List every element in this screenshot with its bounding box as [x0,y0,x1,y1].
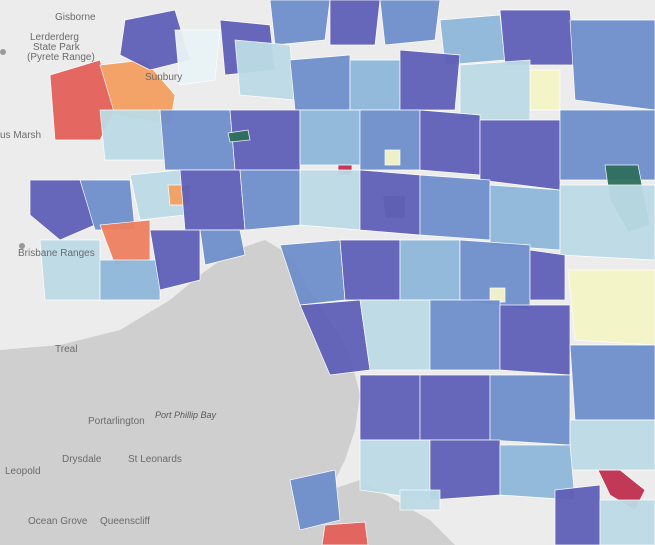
region-tile[interactable] [399,239,461,301]
region-tile[interactable] [289,469,341,531]
region-tile[interactable] [559,109,655,181]
label-port-phillip-bay: Port Phillip Bay [155,410,217,420]
region-tile[interactable] [339,239,401,301]
label-queenscliff: Queenscliff [100,516,150,527]
label-state-park: State Park [33,42,81,53]
region-tile[interactable] [559,184,655,261]
region-tile[interactable] [99,259,161,301]
location-marker-icon [19,243,25,249]
region-tile[interactable] [289,54,351,111]
region-tile[interactable] [399,49,461,111]
region-tile[interactable] [359,169,421,236]
label-brisbane-ranges: Brisbane Ranges [18,248,95,259]
region-tile[interactable] [299,169,361,231]
region-tile[interactable] [99,109,166,161]
region-tile[interactable] [419,109,481,176]
port-phillip-bay-water [0,240,360,545]
label-drysdale: Drysdale [62,454,102,465]
region-tile[interactable] [299,109,361,166]
region-tile[interactable] [554,484,601,545]
region-tile[interactable] [399,489,441,511]
label-lerderderg: Lerderderg [30,32,79,43]
region-tile[interactable] [119,9,191,71]
region-tile[interactable] [489,184,561,251]
region-tile[interactable] [359,299,431,371]
label-bacchus-marsh: us Marsh [0,130,41,141]
region-tile[interactable] [489,287,506,303]
region-tile[interactable] [567,269,655,346]
region-tile[interactable] [429,299,501,371]
region-tile[interactable] [489,374,571,446]
region-tile[interactable] [499,304,571,376]
label-leopold: Leopold [5,466,41,477]
region-tile[interactable] [499,9,576,66]
region-tile[interactable] [599,499,655,545]
label-pyrete-range: (Pyrete Range) [27,52,95,63]
region-tile[interactable] [269,0,331,46]
region-tile[interactable] [199,229,246,266]
region-tile[interactable] [379,0,441,46]
region-tile[interactable] [419,174,491,241]
region-tile[interactable] [569,419,655,471]
region-tile[interactable] [321,521,369,545]
region-tile[interactable] [179,169,246,231]
region-tile[interactable] [529,249,566,301]
label-sunbury: Sunbury [145,72,182,83]
region-tile[interactable] [29,179,96,241]
region-tile[interactable] [349,59,401,111]
label-st-leonards: St Leonards [128,454,182,465]
label-portarlington: Portarlington [88,416,145,427]
region-tile[interactable] [359,374,421,441]
region-tile[interactable] [384,149,401,166]
region-tile[interactable] [159,109,236,171]
region-tile[interactable] [329,0,381,46]
region-tile[interactable] [529,69,561,111]
region-tile[interactable] [459,59,531,121]
region-tile[interactable] [234,39,296,101]
label-ocean-grove: Ocean Grove [28,516,88,527]
region-tile[interactable] [429,439,501,501]
region-tile[interactable] [569,19,655,111]
label-gisborne: Gisborne [55,12,96,23]
region-tile[interactable] [569,344,655,421]
region-tile[interactable] [174,29,221,86]
region-tile[interactable] [419,374,491,441]
region-tile[interactable] [479,119,561,191]
region-tile[interactable] [239,169,301,231]
region-layer [29,0,655,545]
location-marker-icon [0,49,6,55]
region-tile[interactable] [149,229,201,291]
label-treal: Treal [55,344,77,355]
region-tile[interactable] [227,129,251,143]
